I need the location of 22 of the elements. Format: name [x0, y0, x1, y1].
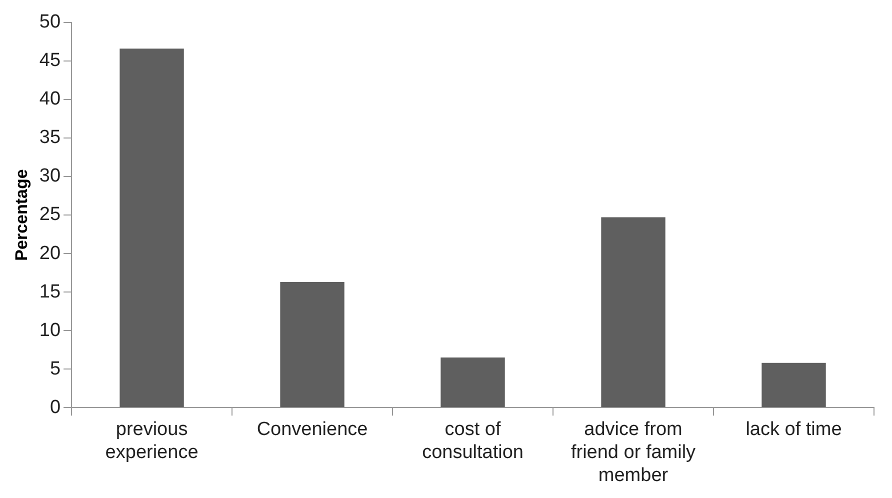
- y-tick-label: 10: [39, 320, 61, 341]
- bar: [280, 282, 344, 408]
- y-tick-label: 50: [39, 12, 61, 33]
- x-tick-label: Convenience: [256, 419, 368, 440]
- bar: [762, 362, 826, 408]
- y-tick-label: 0: [50, 396, 61, 418]
- x-tick-label: lack of time: [746, 419, 842, 440]
- bar: [440, 358, 505, 408]
- y-tick-label: 5: [50, 358, 61, 380]
- y-tick-label: 35: [39, 127, 61, 148]
- x-tick-label: previous experience: [105, 419, 198, 464]
- bar: [120, 48, 184, 408]
- y-tick-label: 20: [39, 242, 61, 264]
- bar: [601, 217, 666, 408]
- y-tick-label: 45: [39, 50, 61, 72]
- y-tick-label: 15: [39, 281, 61, 302]
- y-tick-label: 25: [39, 204, 61, 226]
- y-axis-title: Percentage: [12, 169, 31, 261]
- y-tick-label: 30: [39, 166, 61, 187]
- x-tick-label: advice from friend or family member: [570, 419, 696, 486]
- y-tick-label: 40: [39, 88, 61, 110]
- x-tick-label: cost of consultation: [422, 419, 524, 464]
